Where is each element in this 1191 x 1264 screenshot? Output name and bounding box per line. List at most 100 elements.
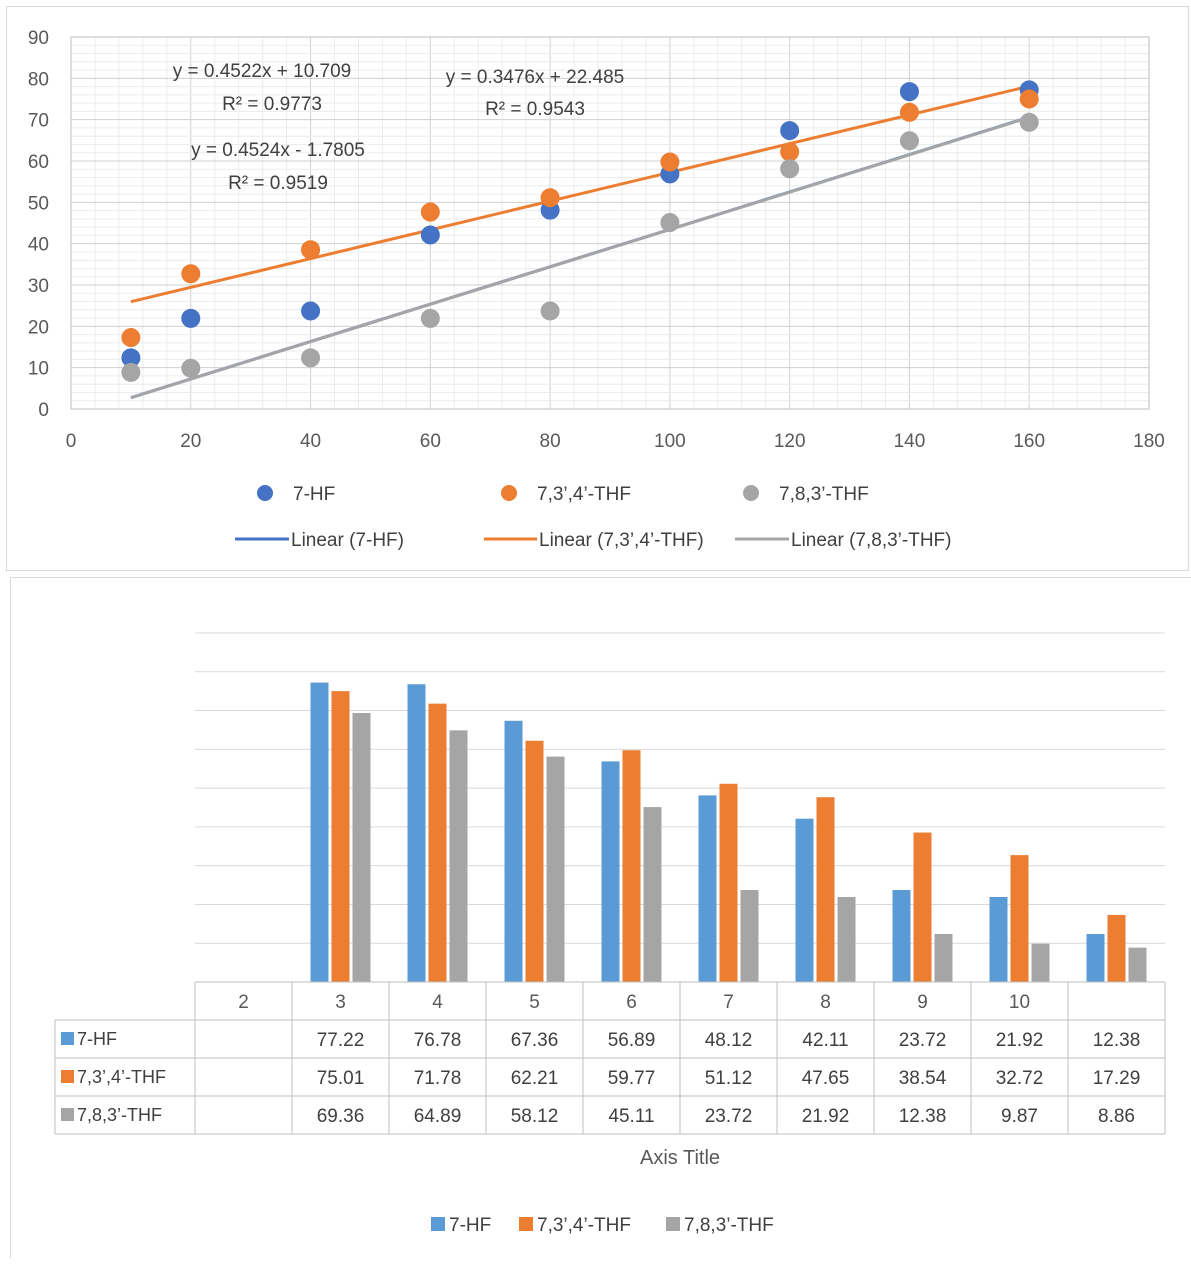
legend-label: 7,3’,4’-THF bbox=[537, 1215, 631, 1236]
data-point bbox=[420, 225, 440, 245]
data-point bbox=[1019, 112, 1039, 132]
bar bbox=[428, 703, 447, 982]
table-cell: 21.92 bbox=[802, 1106, 850, 1127]
table-cell: 62.21 bbox=[511, 1068, 559, 1089]
x-tick-label: 120 bbox=[774, 431, 806, 452]
data-point bbox=[660, 213, 680, 233]
legend-marker bbox=[519, 1217, 533, 1231]
trendline-equation: y = 0.4522x + 10.709 bbox=[173, 61, 352, 82]
trendline-2 bbox=[130, 115, 1030, 400]
legend-marker bbox=[431, 1217, 445, 1231]
bar bbox=[1128, 947, 1147, 982]
table-cell: 12.38 bbox=[1093, 1030, 1141, 1051]
category-label: 10 bbox=[1009, 992, 1030, 1013]
data-point bbox=[301, 348, 321, 368]
bar bbox=[989, 896, 1008, 982]
x-tick-label: 80 bbox=[540, 431, 561, 452]
bar bbox=[525, 740, 544, 982]
data-table: 2 3 4 5 6 7 8 9 10 7-HF 77.22 76.78 67.36 56.89 48.12 4… bbox=[54, 981, 1166, 1135]
legend-label: 7,8,3’-THF bbox=[684, 1215, 774, 1236]
table-legend-key bbox=[61, 1108, 74, 1121]
table-cell: 42.11 bbox=[802, 1030, 848, 1051]
data-point bbox=[1019, 89, 1039, 109]
table-cell: 67.36 bbox=[511, 1030, 559, 1051]
bar bbox=[352, 713, 371, 982]
y-tick-label: 20 bbox=[28, 317, 49, 338]
legend-label: Linear (7,8,3’-THF) bbox=[791, 530, 952, 551]
legend-label: Linear (7-HF) bbox=[291, 530, 404, 551]
y-tick-label: 0 bbox=[38, 400, 49, 421]
table-cell: 75.01 bbox=[317, 1068, 365, 1089]
bar bbox=[816, 797, 835, 982]
table-cell: 12.38 bbox=[899, 1106, 947, 1127]
bar-chart-panel: 2 3 4 5 6 7 8 9 10 7-HF 77.22 76.78 67.36 56.89 48.12 4… bbox=[10, 577, 1191, 1258]
bar-chart: 2 3 4 5 6 7 8 9 10 7-HF 77.22 76.78 67.36 56.89 48.12 4… bbox=[54, 632, 1166, 1236]
legend-label: 7,3’,4’-THF bbox=[537, 484, 631, 505]
series-bars-1 bbox=[331, 691, 1126, 982]
x-tick-label: 0 bbox=[66, 431, 77, 452]
scatter-chart: 0 20 40 60 80 100 120 140 160 180 0 10 20 30 40 50 60 70 8… bbox=[28, 28, 1165, 551]
y-tick-label: 70 bbox=[28, 111, 49, 132]
bar bbox=[622, 750, 641, 982]
bar bbox=[449, 730, 468, 982]
bar bbox=[407, 684, 426, 982]
bar bbox=[504, 720, 523, 982]
table-cell: 47.65 bbox=[802, 1068, 850, 1089]
series-points-1 bbox=[121, 89, 1039, 348]
bar bbox=[719, 783, 738, 982]
bar bbox=[1107, 914, 1126, 982]
legend-label: 7-HF bbox=[449, 1215, 491, 1236]
table-series-label: 7-HF bbox=[77, 1029, 117, 1049]
trendline-r-squared: R² = 0.9543 bbox=[485, 99, 585, 120]
data-point bbox=[780, 121, 800, 141]
x-tick-label: 60 bbox=[420, 431, 441, 452]
table-cell: 56.89 bbox=[608, 1030, 656, 1051]
bar bbox=[643, 807, 662, 982]
plot-area-border bbox=[70, 36, 1150, 410]
bar bbox=[913, 832, 932, 982]
table-cell: 64.89 bbox=[414, 1106, 462, 1127]
legend-marker bbox=[666, 1217, 680, 1231]
legend-label: 7,8,3’-THF bbox=[779, 484, 869, 505]
table-legend-key bbox=[61, 1070, 74, 1083]
series-points-0 bbox=[121, 80, 1039, 368]
data-point bbox=[780, 142, 800, 162]
x-tick-label: 160 bbox=[1013, 431, 1045, 452]
trendline-1 bbox=[130, 84, 1030, 304]
bar bbox=[1086, 933, 1105, 982]
y-tick-label: 80 bbox=[28, 69, 49, 90]
data-point bbox=[181, 308, 201, 328]
x-axis-title: Axis Title bbox=[640, 1147, 720, 1169]
trendline-equation: y = 0.3476x + 22.485 bbox=[446, 67, 625, 88]
y-tick-label: 60 bbox=[28, 152, 49, 173]
data-point bbox=[899, 82, 919, 102]
table-cell: 17.29 bbox=[1093, 1068, 1141, 1089]
bar bbox=[740, 890, 759, 982]
y-tick-label: 90 bbox=[28, 28, 49, 49]
table-cell: 58.12 bbox=[511, 1106, 559, 1127]
scatter-chart-panel: 0 20 40 60 80 100 120 140 160 180 0 10 20 30 40 50 60 70 8… bbox=[6, 6, 1189, 571]
data-point bbox=[540, 188, 560, 208]
x-tick-label: 140 bbox=[894, 431, 926, 452]
y-tick-label: 50 bbox=[28, 193, 49, 214]
legend-marker bbox=[501, 485, 517, 501]
table-cell: 76.78 bbox=[414, 1030, 462, 1051]
bar bbox=[698, 795, 717, 982]
table-cell: 51.12 bbox=[705, 1068, 753, 1089]
x-tick-label: 100 bbox=[654, 431, 686, 452]
trendline-r-squared: R² = 0.9773 bbox=[222, 94, 322, 115]
category-label: 5 bbox=[529, 992, 540, 1013]
y-tick-label: 10 bbox=[28, 359, 49, 380]
data-point bbox=[899, 131, 919, 151]
table-cell: 32.72 bbox=[996, 1068, 1044, 1089]
legend-label: 7-HF bbox=[293, 484, 335, 505]
data-point bbox=[420, 202, 440, 222]
bar bbox=[1031, 943, 1050, 982]
data-point bbox=[540, 301, 560, 321]
table-cell: 71.78 bbox=[414, 1068, 462, 1089]
table-cell: 45.11 bbox=[608, 1106, 654, 1127]
category-label: 4 bbox=[432, 992, 443, 1013]
bar bbox=[934, 933, 953, 982]
bar bbox=[795, 818, 814, 982]
table-cell: 23.72 bbox=[899, 1030, 947, 1051]
